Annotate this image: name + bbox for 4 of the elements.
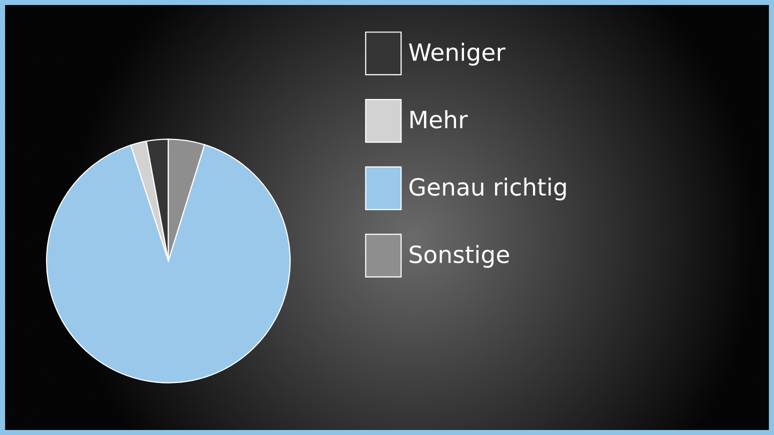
legend-label: Mehr <box>410 110 468 128</box>
legend-label: Sonstige <box>410 244 509 268</box>
legend-label: Weniger <box>408 42 506 66</box>
legend-label: Genau richtig <box>410 178 566 200</box>
